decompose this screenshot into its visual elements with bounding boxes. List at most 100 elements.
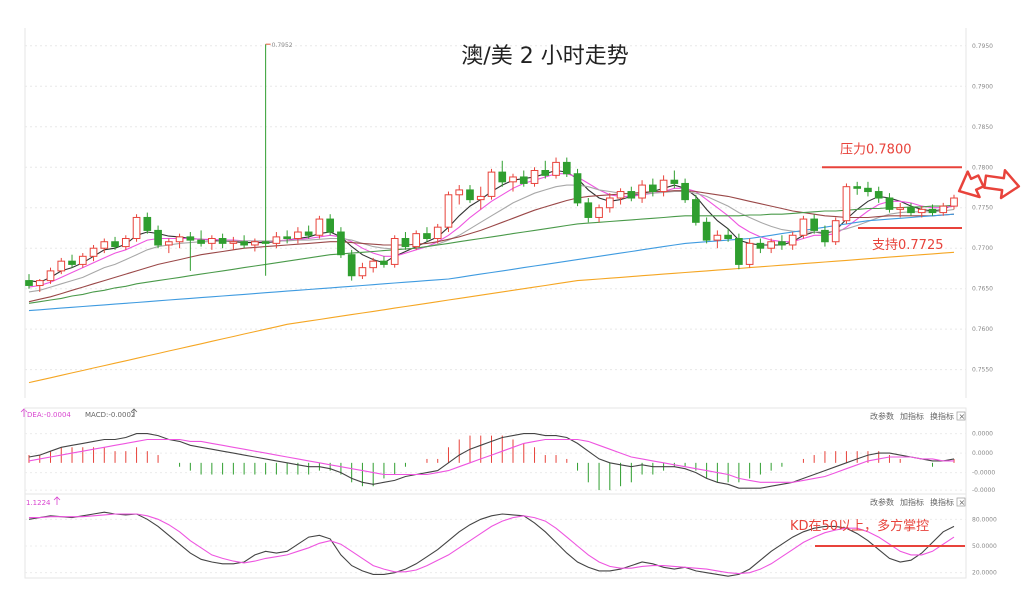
- candle-body: [412, 233, 421, 248]
- candlestick: [864, 181, 872, 197]
- candlestick: [304, 225, 313, 239]
- toolbar-button[interactable]: 换指标: [930, 497, 954, 507]
- candle-body: [831, 220, 840, 243]
- toolbar-button[interactable]: 加指标: [900, 497, 924, 507]
- candle-body: [294, 231, 302, 240]
- macd-grid: [24, 407, 967, 495]
- candlestick: [380, 256, 388, 268]
- candle-body: [713, 234, 722, 241]
- candle-body: [487, 171, 496, 197]
- candlestick: [229, 236, 238, 250]
- up-arrow-icon: [130, 408, 138, 417]
- macd-header-dea: DEA:-0.0004: [27, 411, 71, 419]
- candlestick: [100, 238, 109, 254]
- macd-dif-line: [28, 433, 955, 489]
- macd-toolbar: 改参数 加指标 换指标 ×: [870, 411, 966, 421]
- candlestick: [476, 186, 485, 210]
- toolbar-button[interactable]: 加指标: [900, 411, 924, 421]
- candlestick: [562, 157, 571, 177]
- candlestick: [35, 278, 44, 292]
- candlestick: [778, 235, 786, 250]
- candlestick: [713, 230, 722, 249]
- candlestick: [208, 235, 216, 250]
- candle-body: [616, 191, 625, 199]
- candlestick: [692, 194, 700, 226]
- kd-annotation: KD在50以上，多方掌控: [790, 518, 929, 534]
- candle-body: [627, 191, 636, 199]
- support-label: 支持0.7725: [872, 238, 944, 253]
- candle-body: [283, 236, 291, 240]
- candle-body: [208, 238, 216, 244]
- candle-body: [584, 202, 593, 218]
- candlestick: [46, 267, 55, 284]
- candle-body: [939, 205, 948, 214]
- candlestick: [412, 230, 421, 250]
- close-icon[interactable]: ×: [956, 497, 966, 507]
- close-icon[interactable]: ×: [956, 411, 966, 421]
- resistance-label: 压力0.7800: [840, 142, 912, 157]
- candle-body: [874, 191, 883, 199]
- toolbar-button[interactable]: 改参数: [870, 497, 894, 507]
- price-tick-label: 0.7900: [972, 83, 993, 90]
- candlestick: [541, 160, 550, 179]
- candlestick: [294, 227, 302, 244]
- kd-tick-label: 50.0000: [972, 543, 997, 550]
- candlestick: [337, 227, 345, 258]
- candlestick: [455, 185, 464, 205]
- candlestick: [466, 185, 474, 203]
- candle-body: [788, 234, 797, 246]
- candlestick: [154, 225, 162, 249]
- candle-body: [767, 241, 775, 249]
- candle-body: [950, 197, 958, 207]
- kd-grid: [24, 493, 967, 579]
- candle-body: [164, 241, 173, 246]
- macd-tick-label: -0.0000: [972, 487, 995, 494]
- candle-body: [885, 197, 894, 210]
- macd-panel: DEA:-0.0004 MACD:-0.0002: [20, 408, 138, 419]
- candlestick: [659, 175, 668, 197]
- candle-body: [541, 169, 550, 176]
- kd-panel: 1.1224: [26, 496, 61, 507]
- price-tick-label: 0.7850: [972, 124, 993, 131]
- candle-body: [175, 236, 184, 243]
- candle-body: [78, 255, 87, 265]
- candlestick: [175, 233, 184, 249]
- spike-high-label: 0.7952: [272, 42, 293, 49]
- candlestick: [831, 217, 840, 245]
- candle-body: [121, 238, 130, 248]
- candle-body: [724, 234, 732, 240]
- candle-body: [68, 260, 76, 265]
- candlestick: [810, 214, 819, 234]
- candle-body: [358, 267, 367, 277]
- candlestick: [885, 193, 894, 213]
- candlestick: [939, 202, 948, 216]
- candle-body: [35, 280, 44, 286]
- up-arrow-icon: [53, 496, 61, 505]
- candle-body: [476, 195, 485, 201]
- macd-tick-label: -0.0000: [972, 470, 995, 477]
- candle-body: [638, 184, 646, 199]
- candle-body: [778, 241, 786, 246]
- candle-body: [100, 241, 109, 249]
- candlestick: [57, 257, 66, 275]
- candlestick: [799, 215, 808, 239]
- candle-body: [853, 186, 862, 189]
- candle-body: [272, 236, 281, 244]
- candlestick: [186, 232, 195, 271]
- candle-body: [369, 260, 378, 269]
- candle-body: [681, 182, 689, 201]
- toolbar-button[interactable]: 改参数: [870, 411, 894, 421]
- price-tick-label: 0.7950: [972, 43, 993, 50]
- kd-lines: [28, 511, 955, 577]
- candle-body: [498, 171, 507, 183]
- candlesticks: [25, 43, 958, 292]
- candlestick: [68, 254, 76, 268]
- candlestick: [498, 160, 507, 187]
- candle-body: [928, 208, 937, 214]
- candle-body: [552, 161, 560, 176]
- price-tick-label: 0.7600: [972, 326, 993, 333]
- toolbar-button[interactable]: 换指标: [930, 411, 954, 421]
- price-axis: 0.7950 0.7900 0.7850 0.7800 0.7750 0.7700 0.76…: [972, 43, 993, 374]
- candlestick: [842, 183, 851, 224]
- close-icon-glyph: ×: [959, 412, 966, 421]
